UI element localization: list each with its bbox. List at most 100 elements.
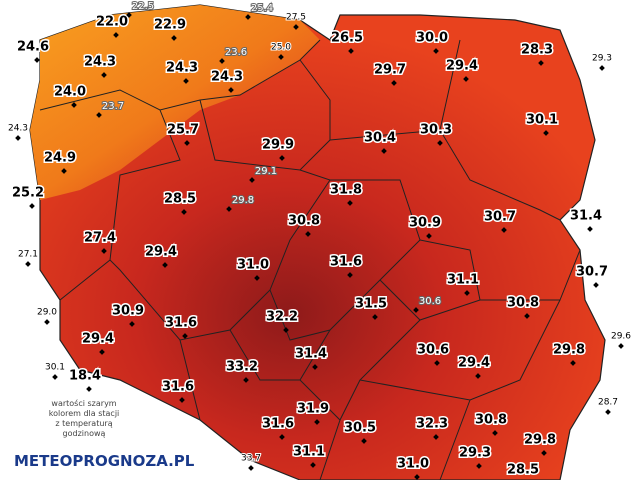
station-marker [347, 272, 353, 278]
station-marker [183, 78, 189, 84]
station-marker [463, 76, 469, 82]
station-value: 28.5 [507, 463, 539, 478]
station-marker [310, 462, 316, 468]
station-value: 29.4 [145, 245, 177, 260]
station-marker [293, 24, 299, 30]
station-value: 31.9 [297, 402, 329, 417]
station-marker [605, 409, 611, 415]
station-value: 22.0 [96, 15, 128, 30]
borders [39, 39, 581, 480]
station-value: 30.8 [475, 413, 507, 428]
station-marker [248, 465, 254, 471]
station-value: 30.7 [484, 210, 516, 225]
station-marker [249, 177, 255, 183]
station-value: 29.0 [37, 308, 57, 318]
caption-line: z temperaturą [55, 419, 112, 428]
station-marker [314, 419, 320, 425]
station-value: 31.6 [262, 417, 294, 432]
station-marker [52, 374, 58, 380]
station-marker [96, 112, 102, 118]
station-marker [243, 377, 249, 383]
station-marker [391, 80, 397, 86]
station-value: 29.9 [262, 138, 294, 153]
station-marker [15, 135, 21, 141]
station-value: 29.6 [611, 332, 631, 342]
station-marker [312, 364, 318, 370]
hourly-station-value: 23.7 [102, 101, 124, 112]
station-marker [426, 233, 432, 239]
station-value: 31.1 [447, 273, 479, 288]
station-marker [101, 72, 107, 78]
station-value: 29.4 [446, 59, 478, 74]
station-marker [283, 327, 289, 333]
station-value: 24.6 [17, 40, 49, 55]
station-value: 31.6 [330, 255, 362, 270]
station-marker [129, 321, 135, 327]
station-marker [34, 57, 40, 63]
station-value: 29.8 [524, 433, 556, 448]
station-value: 32.3 [416, 417, 448, 432]
station-marker [228, 87, 234, 93]
station-value: 30.0 [416, 31, 448, 46]
station-marker [305, 231, 311, 237]
station-value: 28.3 [521, 43, 553, 58]
hourly-station-value: 29.1 [255, 166, 277, 177]
station-value: 30.6 [417, 343, 449, 358]
station-marker [381, 148, 387, 154]
station-value: 33.2 [226, 360, 258, 375]
station-value: 22.9 [154, 18, 186, 33]
station-marker [279, 434, 285, 440]
station-marker [433, 434, 439, 440]
station-value: 26.5 [331, 31, 363, 46]
station-value: 29.3 [592, 54, 612, 64]
hourly-station-value: 23.6 [225, 47, 247, 58]
station-marker [464, 290, 470, 296]
station-value: 29.7 [374, 63, 406, 78]
station-value: 29.8 [553, 343, 585, 358]
station-value: 24.0 [54, 85, 86, 100]
caption-line: godzinową [63, 429, 106, 438]
station-value: 31.4 [570, 209, 602, 224]
station-marker [543, 130, 549, 136]
station-marker [414, 474, 420, 480]
station-value: 30.9 [409, 216, 441, 231]
station-value: 29.4 [82, 332, 114, 347]
station-marker [182, 333, 188, 339]
station-value: 24.9 [44, 151, 76, 166]
station-value: 30.1 [526, 113, 558, 128]
station-value: 30.8 [288, 214, 320, 229]
station-marker [599, 65, 605, 71]
station-marker [226, 206, 232, 212]
station-value: 30.1 [45, 363, 65, 373]
station-marker [501, 227, 507, 233]
station-value: 30.8 [507, 296, 539, 311]
station-value: 30.4 [364, 131, 396, 146]
station-value: 31.0 [237, 258, 269, 273]
station-marker [434, 360, 440, 366]
station-value: 31.5 [355, 297, 387, 312]
station-value: 31.8 [330, 183, 362, 198]
station-value: 30.9 [112, 304, 144, 319]
station-marker [570, 360, 576, 366]
logo: METEOPROGNOZA.PL [14, 452, 195, 470]
station-value: 33.7 [241, 454, 261, 464]
station-value: 30.5 [344, 421, 376, 436]
station-marker [538, 60, 544, 66]
station-marker [413, 307, 419, 313]
station-marker [476, 463, 482, 469]
station-value: 27.1 [18, 250, 38, 260]
station-value: 27.4 [84, 231, 116, 246]
station-value: 31.0 [397, 457, 429, 472]
station-value: 31.4 [295, 347, 327, 362]
station-value: 24.3 [84, 55, 116, 70]
station-marker [71, 102, 77, 108]
hourly-station-value: 25.4 [251, 3, 273, 14]
station-marker [179, 397, 185, 403]
caption-line: kolorem dla stacji [49, 409, 120, 418]
station-value: 25.0 [271, 43, 291, 53]
station-marker [524, 313, 530, 319]
station-value: 31.6 [165, 316, 197, 331]
station-marker [181, 209, 187, 215]
station-value: 25.2 [12, 186, 44, 201]
